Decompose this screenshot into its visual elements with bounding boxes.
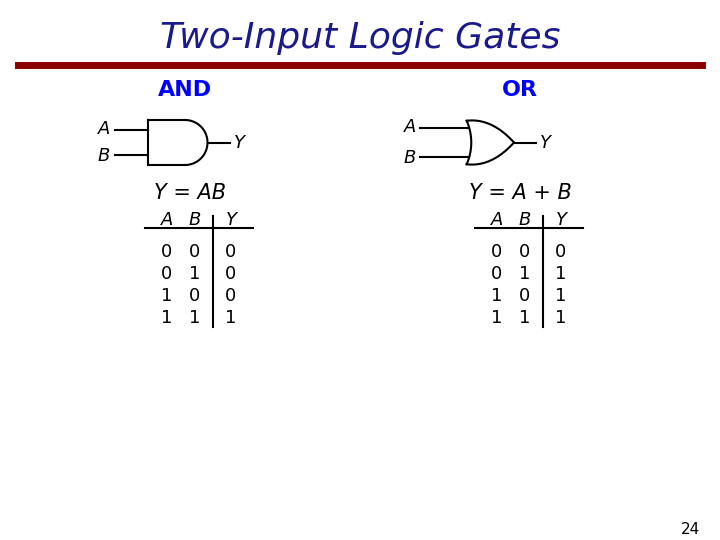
Text: 0: 0	[161, 243, 173, 261]
Text: 1: 1	[161, 309, 173, 327]
Text: 0: 0	[189, 243, 201, 261]
Text: Y: Y	[225, 211, 236, 229]
Text: 0: 0	[189, 287, 201, 305]
Text: 0: 0	[491, 243, 503, 261]
Text: 1: 1	[225, 309, 237, 327]
Text: B: B	[189, 211, 201, 229]
Text: 0: 0	[225, 243, 237, 261]
Text: Y = A + B: Y = A + B	[469, 183, 572, 203]
Text: Y: Y	[556, 211, 567, 229]
Text: 1: 1	[189, 265, 201, 283]
Text: 0: 0	[225, 265, 237, 283]
Text: 0: 0	[519, 287, 531, 305]
Text: 1: 1	[491, 309, 503, 327]
Text: Y = AB: Y = AB	[154, 183, 226, 203]
Text: A: A	[98, 120, 110, 138]
Text: 1: 1	[519, 265, 531, 283]
Text: Two-Input Logic Gates: Two-Input Logic Gates	[160, 21, 560, 55]
Text: 0: 0	[519, 243, 531, 261]
Text: B: B	[404, 149, 416, 167]
Text: A: A	[161, 211, 174, 229]
Text: B: B	[519, 211, 531, 229]
Text: 0: 0	[161, 265, 173, 283]
Text: 0: 0	[491, 265, 503, 283]
Text: 1: 1	[161, 287, 173, 305]
Text: OR: OR	[502, 80, 538, 100]
Text: 1: 1	[519, 309, 531, 327]
Text: 1: 1	[555, 309, 567, 327]
Text: 1: 1	[555, 287, 567, 305]
Text: 1: 1	[555, 265, 567, 283]
Text: B: B	[98, 147, 110, 165]
Text: 0: 0	[225, 287, 237, 305]
Text: A: A	[491, 211, 503, 229]
Text: Y: Y	[540, 133, 551, 152]
Text: Y: Y	[233, 133, 245, 152]
Text: 1: 1	[189, 309, 201, 327]
Text: A: A	[404, 118, 416, 136]
Text: AND: AND	[158, 80, 212, 100]
Text: 1: 1	[491, 287, 503, 305]
Text: 0: 0	[555, 243, 567, 261]
Text: 24: 24	[680, 523, 700, 537]
